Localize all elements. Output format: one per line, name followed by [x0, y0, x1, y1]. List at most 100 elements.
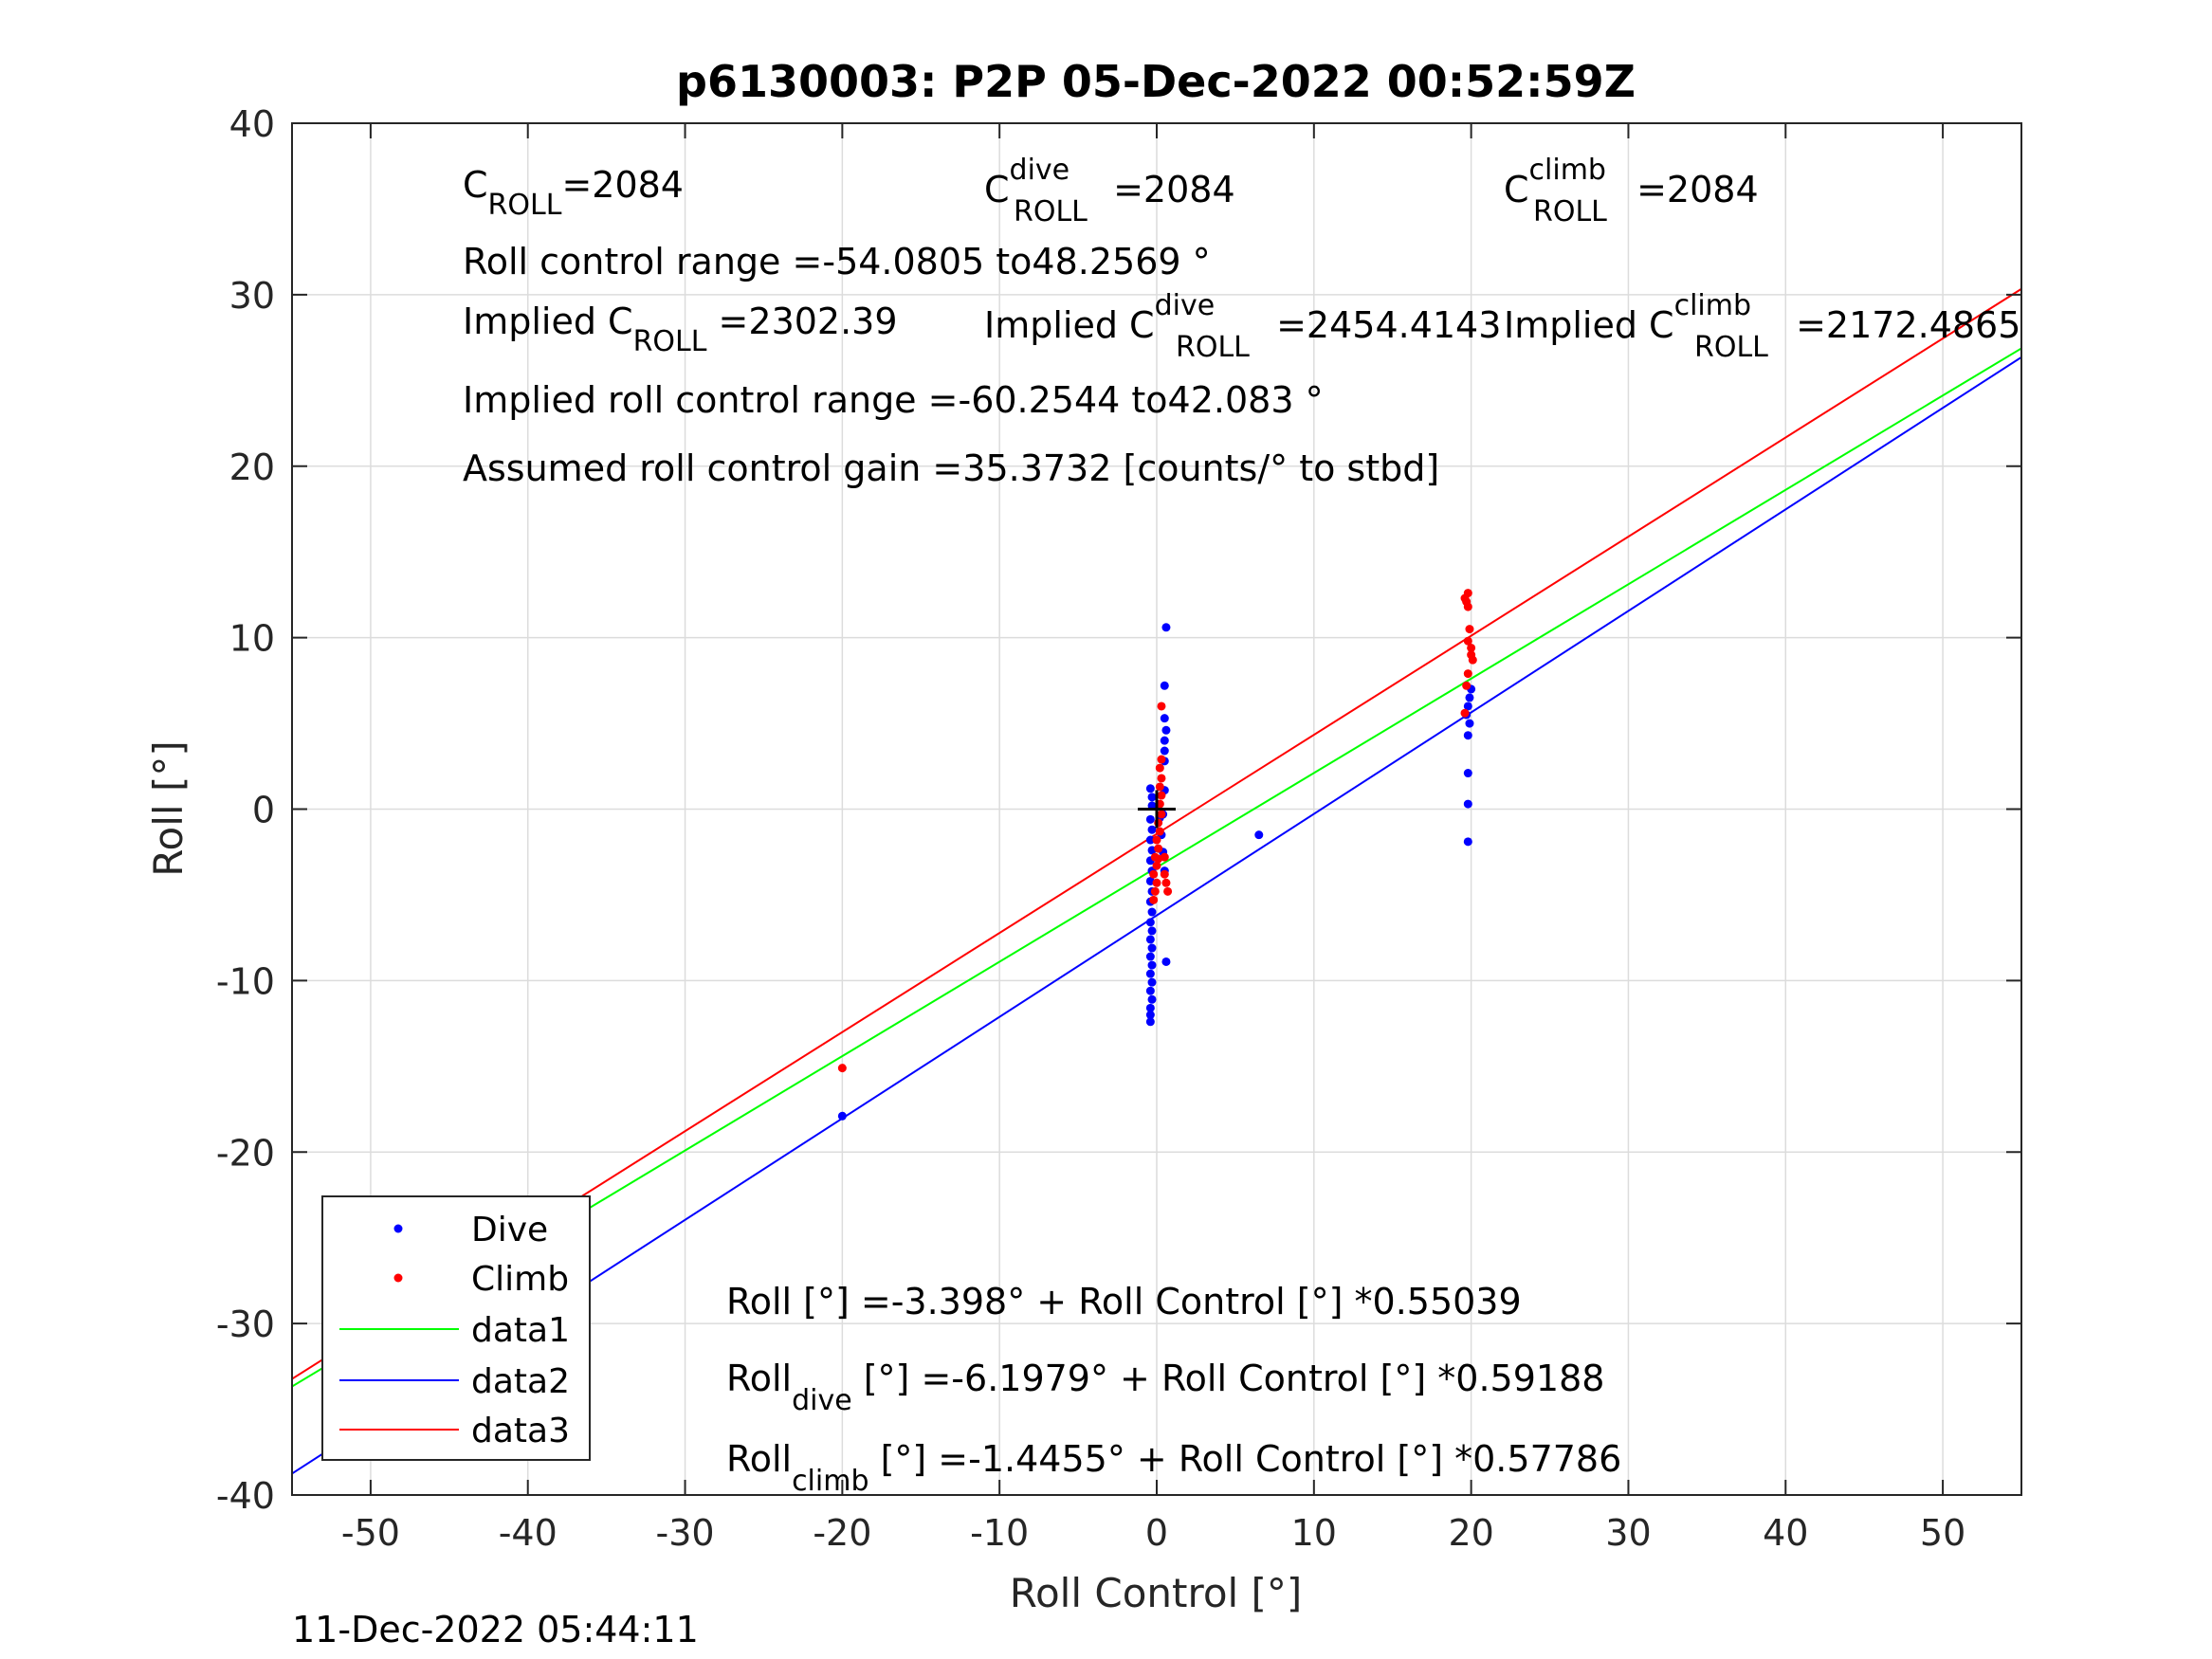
climb-point	[1149, 869, 1159, 879]
x-tick-label: 30	[1605, 1512, 1651, 1554]
dive-point	[1254, 830, 1264, 840]
dive-point	[1463, 731, 1472, 740]
climb-point	[1468, 655, 1477, 665]
climb-point	[1163, 886, 1173, 896]
climb-point	[1157, 755, 1166, 764]
x-tick-label: -50	[341, 1512, 400, 1554]
x-tick-label: 20	[1448, 1512, 1493, 1554]
climb-point	[1157, 702, 1166, 711]
climb-point	[1155, 782, 1164, 792]
dive-point	[1147, 907, 1157, 917]
dive-point	[1145, 969, 1155, 978]
climb-point	[1155, 827, 1164, 836]
climb-point	[1152, 835, 1161, 845]
legend-label-data3: data3	[471, 1412, 570, 1450]
x-tick-label: 0	[1145, 1512, 1168, 1554]
dive-point	[1463, 769, 1472, 778]
climb-point	[837, 1064, 847, 1073]
annotation-c-roll: CROLL=2084	[463, 164, 684, 222]
dive-point	[1145, 835, 1155, 845]
climb-points	[837, 589, 1477, 1073]
dive-point	[1160, 736, 1169, 745]
climb-point	[1150, 886, 1160, 896]
x-tick-label: -10	[970, 1512, 1029, 1554]
chart-title: p6130003: P2P 05-Dec-2022 00:52:59Z	[676, 56, 1636, 107]
legend-label-dive: Dive	[471, 1211, 548, 1249]
dive-point	[1145, 1017, 1155, 1027]
annotation-c-roll-climb: Cclimb ROLL =2084	[1504, 154, 1759, 228]
legend-swatch-dive	[393, 1224, 403, 1233]
x-tick-label: -20	[813, 1512, 871, 1554]
y-tick-label: -40	[216, 1475, 275, 1517]
annotation-implied-c-roll-dive: Implied Cdive ROLL =2454.4143	[984, 289, 1501, 364]
dive-point	[1465, 693, 1474, 702]
dive-point	[1145, 935, 1155, 944]
axis-ticks	[292, 122, 2021, 1496]
climb-point	[1463, 636, 1472, 646]
dive-point	[1147, 977, 1157, 987]
legend-swatch-climb	[393, 1273, 403, 1283]
legend-label-data2: data2	[471, 1362, 570, 1401]
climb-point	[1462, 597, 1472, 607]
climb-point	[1152, 878, 1161, 887]
annotation-fit-climb: Rollclimb [°] =-1.4455° + Roll Control […	[726, 1438, 1621, 1498]
dive-point	[1147, 825, 1157, 834]
climb-point	[1154, 854, 1163, 864]
dive-point	[1465, 719, 1474, 728]
y-tick-label: -30	[216, 1304, 275, 1345]
dive-point	[1161, 957, 1171, 966]
legend-label-data1: data1	[471, 1311, 570, 1350]
dive-point	[1161, 725, 1171, 735]
annotation-roll-control-range: Roll control range =-54.0805 to48.2569 °	[463, 241, 1211, 283]
y-tick-label: 30	[229, 275, 275, 317]
y-tick-label: 10	[229, 618, 275, 660]
climb-point	[1465, 625, 1474, 634]
annotation-implied-c-roll-climb: Implied Cclimb ROLL =2172.4865	[1504, 289, 2020, 364]
climb-point	[1149, 895, 1159, 904]
y-tick-label: -10	[216, 960, 275, 1002]
y-tick-label: 0	[252, 790, 275, 831]
climb-point	[1157, 810, 1166, 819]
x-tick-label: 50	[1920, 1512, 1965, 1554]
dive-point	[1147, 943, 1157, 953]
dive-point	[1145, 918, 1155, 927]
x-axis-label: Roll Control [°]	[1010, 1570, 1303, 1616]
y-tick-label: -20	[216, 1132, 275, 1174]
climb-point	[1154, 844, 1163, 853]
dive-point	[1145, 1011, 1155, 1020]
x-tick-label: -40	[499, 1512, 558, 1554]
climb-point	[1460, 708, 1470, 718]
climb-point	[1157, 791, 1166, 800]
dive-point	[1463, 837, 1472, 847]
dive-point	[1160, 681, 1169, 690]
annotation-fit-dive: Rolldive [°] =-6.1979° + Roll Control [°…	[726, 1358, 1604, 1417]
dive-point	[1147, 960, 1157, 970]
annotation-c-roll-dive: Cdive ROLL =2084	[984, 154, 1235, 228]
climb-point	[1155, 763, 1164, 773]
dive-point	[1147, 793, 1157, 802]
origin-marker	[1138, 790, 1176, 829]
x-tick-label: 10	[1291, 1512, 1337, 1554]
climb-point	[1161, 878, 1171, 887]
dive-point	[1463, 702, 1472, 711]
y-axis-label: Roll [°]	[145, 740, 192, 876]
annotation-implied-c-roll: Implied CROLL =2302.39	[463, 301, 898, 358]
annotation-fit-all: Roll [°] =-3.398° + Roll Control [°] *0.…	[726, 1281, 1522, 1322]
y-tick-label: 40	[229, 103, 275, 145]
x-tick-label: 40	[1763, 1512, 1808, 1554]
dive-point	[1160, 714, 1169, 723]
timestamp: 11-Dec-2022 05:44:11	[292, 1609, 699, 1650]
x-tick-label: -30	[656, 1512, 715, 1554]
climb-point	[1463, 589, 1472, 598]
climb-point	[1157, 774, 1166, 783]
dive-point	[1145, 986, 1155, 995]
climb-point	[1462, 681, 1472, 690]
legend-label-climb: Climb	[471, 1260, 569, 1299]
y-tick-labels: -40 -30 -20 -10 0 10 20 30 40	[216, 103, 275, 1517]
dive-point	[1463, 799, 1472, 809]
climb-point	[1160, 869, 1169, 879]
x-tick-labels: -50 -40 -30 -20 -10 0 10 20 30 40 50	[341, 1512, 1965, 1554]
dive-point	[1160, 746, 1169, 756]
climb-point	[1463, 669, 1472, 679]
